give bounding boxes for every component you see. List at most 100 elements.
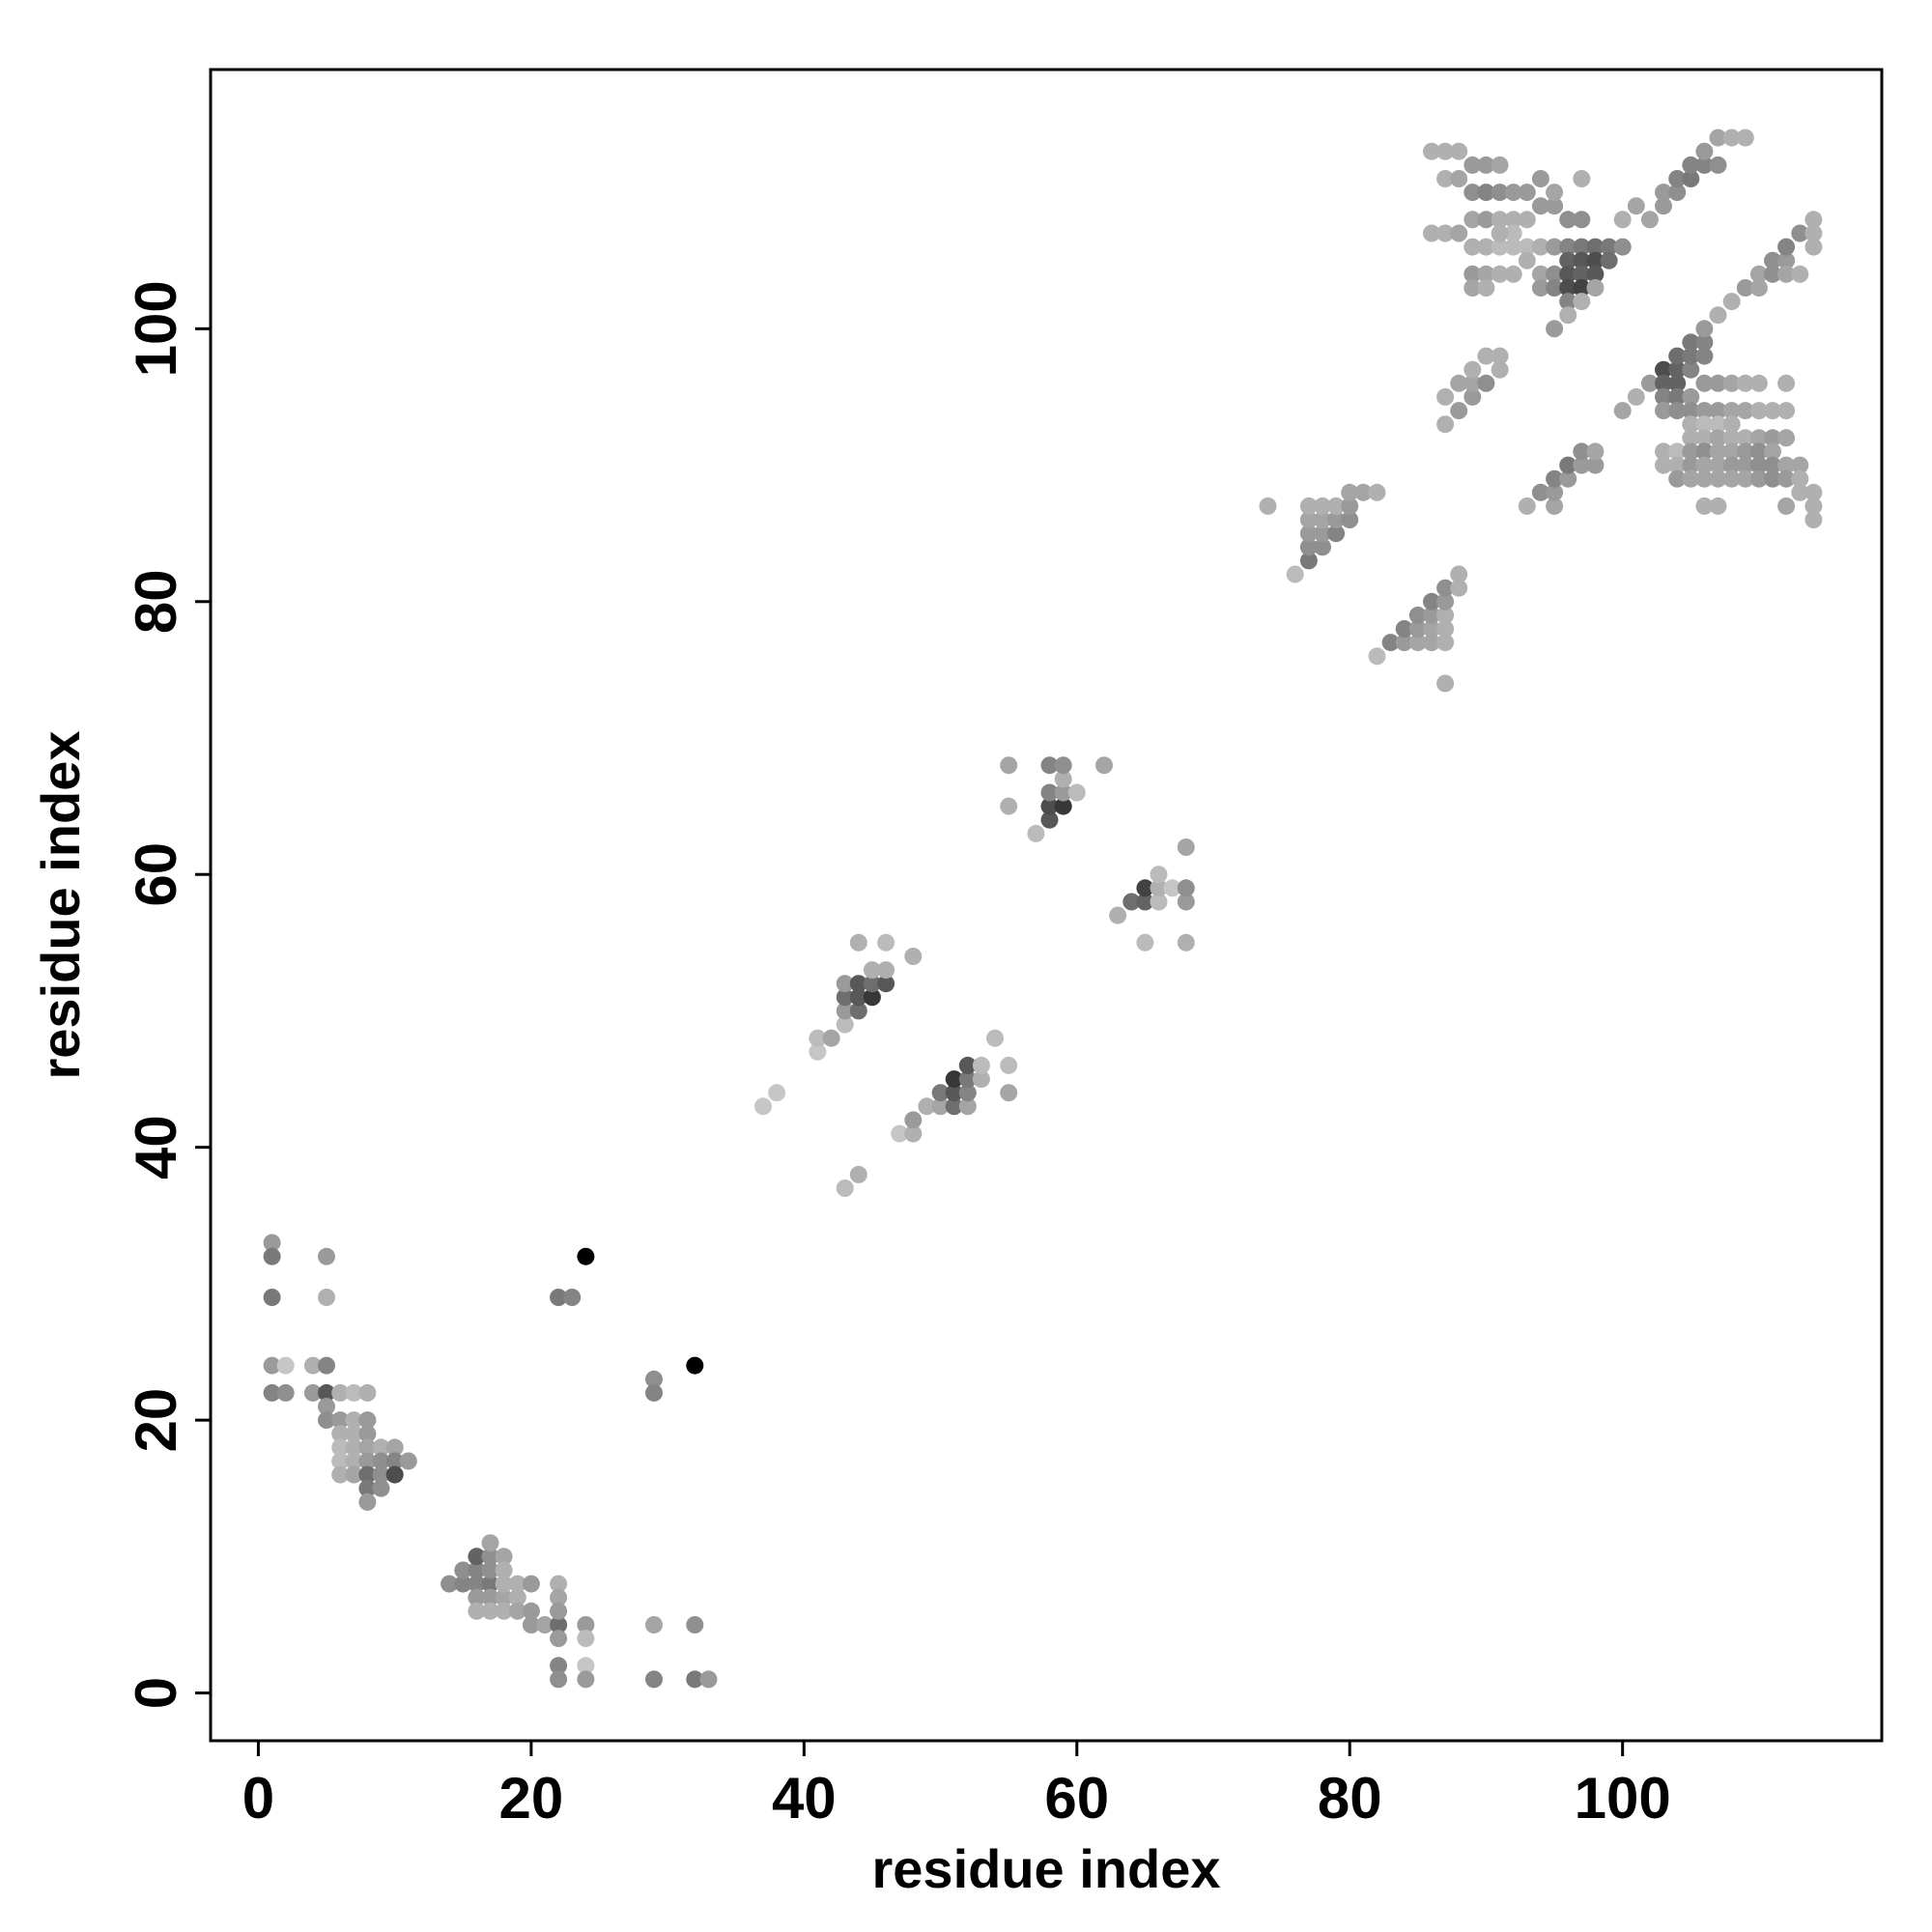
contact-point bbox=[891, 1124, 909, 1143]
contact-point bbox=[1546, 497, 1564, 515]
contact-point bbox=[1423, 224, 1440, 242]
contact-point bbox=[495, 1548, 513, 1566]
contact-point bbox=[1573, 251, 1591, 270]
contact-point bbox=[1736, 442, 1754, 461]
contact-point bbox=[1695, 402, 1714, 420]
contact-point bbox=[1695, 320, 1714, 338]
contact-point bbox=[440, 1575, 459, 1593]
contact-point bbox=[1791, 456, 1809, 474]
contact-point bbox=[536, 1616, 554, 1634]
contact-point bbox=[1749, 265, 1768, 283]
contact-point bbox=[318, 1383, 335, 1402]
data-points bbox=[263, 128, 1823, 1689]
contact-point bbox=[931, 1084, 950, 1102]
contact-point bbox=[1177, 879, 1195, 897]
contact-point bbox=[1764, 469, 1781, 488]
contact-point bbox=[1150, 879, 1168, 897]
contact-point bbox=[836, 975, 854, 993]
contact-point bbox=[1804, 238, 1823, 256]
contact-point bbox=[1655, 374, 1672, 392]
contact-point bbox=[1777, 374, 1796, 392]
contact-point bbox=[1463, 156, 1482, 174]
contact-point bbox=[263, 1234, 281, 1252]
contact-point bbox=[1722, 415, 1741, 434]
contact-point bbox=[1640, 211, 1659, 229]
contact-point bbox=[1150, 893, 1168, 911]
contact-point bbox=[1518, 251, 1536, 270]
contact-point bbox=[1749, 374, 1768, 392]
contact-point bbox=[1736, 374, 1754, 392]
contact-point bbox=[1000, 1084, 1018, 1102]
x-axis: 0 20 40 60 80 100 bbox=[242, 1741, 1671, 1831]
contact-point bbox=[958, 1084, 977, 1102]
contact-point bbox=[522, 1616, 540, 1634]
contact-point bbox=[318, 1356, 335, 1375]
contact-point bbox=[1286, 565, 1304, 583]
contact-point bbox=[1695, 469, 1714, 488]
contact-point bbox=[1804, 511, 1823, 528]
contact-point bbox=[1436, 634, 1455, 652]
x-tick-label: 60 bbox=[1044, 1766, 1109, 1831]
contact-point bbox=[276, 1356, 295, 1375]
contact-point bbox=[1736, 128, 1754, 147]
contact-point bbox=[1722, 456, 1741, 474]
contact-point bbox=[481, 1588, 499, 1606]
contact-point bbox=[1477, 347, 1495, 365]
contact-point bbox=[481, 1548, 499, 1566]
contact-point bbox=[1518, 497, 1536, 515]
contact-point bbox=[358, 1425, 377, 1443]
contact-point bbox=[1040, 810, 1059, 829]
contact-point bbox=[1054, 770, 1072, 788]
contact-point bbox=[1600, 251, 1618, 270]
contact-point bbox=[1314, 538, 1331, 556]
contact-point bbox=[1709, 442, 1727, 461]
contact-point bbox=[1314, 525, 1331, 543]
contact-point bbox=[1804, 483, 1823, 501]
contact-point bbox=[1122, 893, 1141, 911]
contact-point bbox=[1436, 142, 1455, 160]
contact-point bbox=[1600, 238, 1618, 256]
contact-point bbox=[1749, 469, 1768, 488]
contact-point bbox=[1095, 756, 1113, 775]
contact-point bbox=[1423, 634, 1440, 652]
contact-point bbox=[1531, 238, 1549, 256]
contact-point bbox=[1559, 211, 1577, 229]
contact-point bbox=[468, 1588, 486, 1606]
contact-point bbox=[318, 1247, 335, 1265]
contact-point bbox=[495, 1561, 513, 1579]
contact-point bbox=[1054, 797, 1072, 815]
contact-point bbox=[1695, 415, 1714, 434]
contact-point bbox=[1546, 265, 1564, 283]
contact-point bbox=[1791, 224, 1809, 242]
contact-point bbox=[550, 1657, 568, 1675]
contact-point bbox=[263, 1247, 281, 1265]
contact-point bbox=[1722, 442, 1741, 461]
contact-point bbox=[1000, 756, 1018, 775]
contact-point bbox=[358, 1492, 377, 1511]
contact-point bbox=[1436, 387, 1455, 406]
contact-point bbox=[1450, 142, 1468, 160]
contact-point bbox=[1682, 429, 1700, 447]
contact-point bbox=[468, 1575, 486, 1593]
contact-point bbox=[522, 1602, 540, 1620]
contact-point bbox=[1709, 469, 1727, 488]
contact-point bbox=[699, 1670, 718, 1689]
contact-point bbox=[1777, 265, 1796, 283]
contact-point bbox=[1518, 211, 1536, 229]
contact-point bbox=[1436, 592, 1455, 611]
contact-point bbox=[1682, 456, 1700, 474]
contact-point bbox=[809, 1042, 827, 1061]
contact-point bbox=[550, 1588, 568, 1606]
contact-point bbox=[1655, 184, 1672, 202]
contact-point bbox=[1709, 156, 1727, 174]
contact-point bbox=[1450, 402, 1468, 420]
contact-point bbox=[822, 1029, 840, 1047]
contact-point bbox=[1736, 429, 1754, 447]
contact-point bbox=[1504, 184, 1522, 202]
contact-point bbox=[1749, 429, 1768, 447]
contact-point bbox=[1477, 211, 1495, 229]
contact-point bbox=[1709, 402, 1727, 420]
contact-point bbox=[468, 1548, 486, 1566]
contact-point bbox=[863, 988, 881, 1007]
